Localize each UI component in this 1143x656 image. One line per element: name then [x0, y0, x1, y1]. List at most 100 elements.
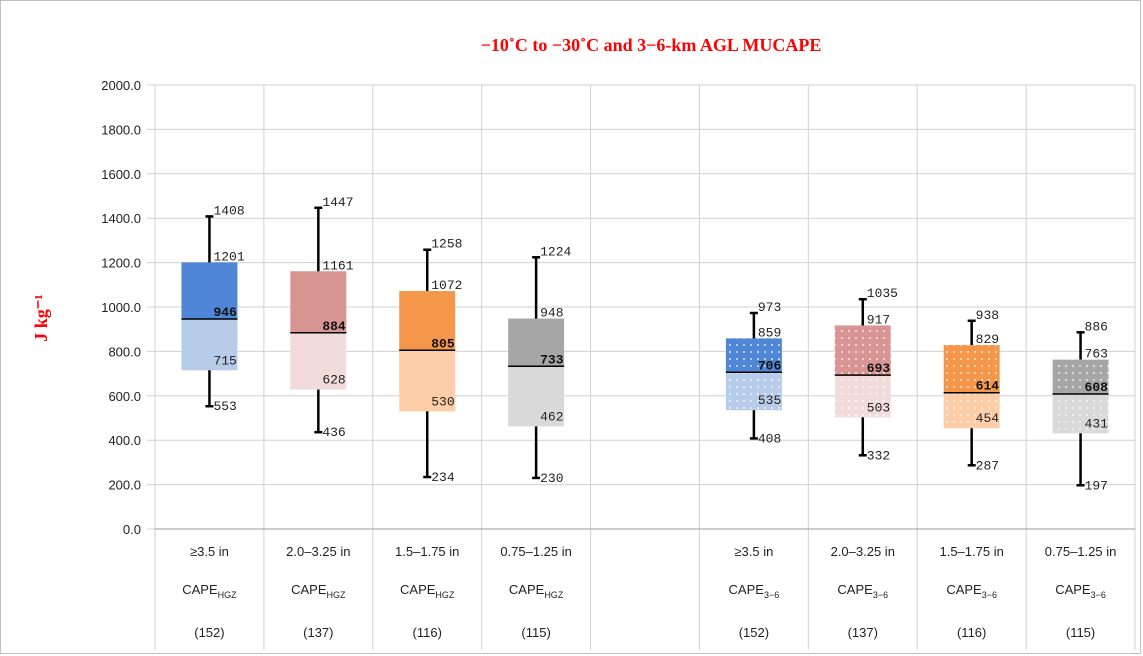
- category-0: ≥3.5 in CAPEHGZ (152): [182, 544, 237, 640]
- y-tick-label: 1600.0: [101, 167, 141, 182]
- max-label: 1035: [867, 286, 898, 301]
- q1-label: 535: [758, 393, 781, 408]
- q1-label: 431: [1085, 416, 1109, 431]
- variable-subscript: 3−6: [1091, 590, 1106, 600]
- category-size-label: ≥3.5 in: [734, 544, 773, 559]
- variable-name: CAPE: [182, 582, 218, 597]
- box-dot-pattern: [834, 325, 891, 418]
- median-label: 608: [1085, 380, 1109, 395]
- y-tick-label: 200.0: [108, 478, 141, 493]
- q1-label: 715: [213, 353, 236, 368]
- y-tick-label: 1200.0: [101, 256, 141, 271]
- q1-label: 454: [976, 411, 1000, 426]
- q3-label: 1072: [431, 278, 462, 293]
- max-label: 886: [1085, 319, 1108, 334]
- category-7: 1.5–1.75 in CAPE3−6 (116): [939, 544, 1003, 640]
- box-lower-quartile: [399, 350, 456, 412]
- y-tick-label: 0.0: [123, 522, 141, 537]
- variable-name: CAPE: [291, 582, 327, 597]
- q1-label: 628: [322, 373, 345, 388]
- y-tick-label: 2000.0: [101, 78, 141, 93]
- box-series: 1408 1201 946 715 553 1447 1161 884 628 436 1258 10…: [181, 195, 1109, 493]
- chart-title: −10˚C to −30˚C and 3−6-km AGL MUCAPE: [481, 35, 822, 55]
- category-size-label: 0.75–1.25 in: [1045, 544, 1117, 559]
- y-tick-label: 600.0: [108, 389, 141, 404]
- box-upper-quartile: [399, 291, 456, 351]
- box-1: 1447 1161 884 628 436: [290, 195, 354, 440]
- box-dot-pattern: [725, 338, 782, 411]
- category-count-label: (137): [303, 625, 333, 640]
- category-size-label: 0.75–1.25 in: [500, 544, 572, 559]
- category-count-label: (116): [413, 625, 442, 640]
- category-variable-label: CAPE3−6: [729, 582, 780, 600]
- category-variable-label: CAPE3−6: [837, 582, 888, 600]
- min-label: 436: [322, 425, 345, 440]
- category-variable-label: CAPEHGZ: [509, 582, 564, 600]
- category-variable-label: CAPEHGZ: [182, 582, 237, 600]
- max-label: 1408: [213, 203, 244, 218]
- median-label: 946: [213, 305, 237, 320]
- variable-name: CAPE: [400, 582, 436, 597]
- category-count-label: (115): [1066, 625, 1095, 640]
- category-size-label: 1.5–1.75 in: [395, 544, 459, 559]
- box-dot-pattern: [1052, 359, 1109, 434]
- max-label: 973: [758, 300, 781, 315]
- median-label: 706: [758, 358, 782, 373]
- box-lower-quartile: [290, 332, 347, 390]
- box-3: 1224 948 733 462 230: [508, 244, 572, 486]
- category-count-label: (137): [848, 625, 878, 640]
- category-count-label: (115): [521, 625, 550, 640]
- box-5: 973 859 706 535 408: [725, 300, 782, 446]
- category-2: 1.5–1.75 in CAPEHGZ (116): [395, 544, 459, 640]
- variable-name: CAPE: [946, 582, 982, 597]
- y-tick-label: 1400.0: [101, 211, 141, 226]
- category-count-label: (152): [194, 625, 224, 640]
- box-lower-quartile: [508, 366, 565, 427]
- median-label: 884: [322, 319, 346, 334]
- q1-label: 462: [540, 409, 563, 424]
- category-size-label: 2.0–3.25 in: [831, 544, 895, 559]
- median-label: 693: [867, 361, 891, 376]
- category-variable-label: CAPE3−6: [946, 582, 997, 600]
- q3-label: 859: [758, 325, 781, 340]
- y-tick-label: 800.0: [108, 344, 141, 359]
- q3-label: 763: [1085, 347, 1108, 362]
- box-dot-pattern: [943, 344, 1000, 429]
- q1-label: 530: [431, 394, 454, 409]
- y-tick-label: 400.0: [108, 433, 141, 448]
- min-label: 230: [540, 471, 563, 486]
- variable-name: CAPE: [1055, 582, 1091, 597]
- q3-label: 948: [540, 306, 563, 321]
- median-label: 614: [976, 379, 1000, 394]
- category-variable-label: CAPEHGZ: [400, 582, 455, 600]
- category-size-label: 1.5–1.75 in: [939, 544, 1003, 559]
- variable-subscript: HGZ: [218, 590, 238, 600]
- y-axis-label-text: J kg⁻¹: [31, 294, 51, 341]
- min-label: 408: [758, 431, 781, 446]
- q3-label: 917: [867, 312, 890, 327]
- median-label: 805: [431, 336, 455, 351]
- category-size-label: 2.0–3.25 in: [286, 544, 350, 559]
- category-count-label: (152): [739, 625, 769, 640]
- box-upper-quartile: [290, 271, 347, 333]
- y-tick-label: 1000.0: [101, 300, 141, 315]
- box-7: 938 829 614 454 287: [943, 308, 1000, 473]
- min-label: 332: [867, 448, 890, 463]
- box-6: 1035 917 693 503 332: [834, 286, 898, 463]
- max-label: 1258: [431, 237, 462, 252]
- box-upper-quartile: [508, 318, 565, 367]
- category-5: ≥3.5 in CAPE3−6 (152): [729, 544, 780, 640]
- min-label: 553: [213, 399, 236, 414]
- variable-subscript: HGZ: [435, 590, 455, 600]
- q3-label: 1161: [322, 258, 353, 273]
- variable-name: CAPE: [509, 582, 545, 597]
- median-label: 733: [540, 352, 564, 367]
- q3-label: 829: [976, 332, 999, 347]
- q1-label: 503: [867, 400, 890, 415]
- variable-name: CAPE: [837, 582, 873, 597]
- y-axis-label: J kg⁻¹: [31, 294, 51, 341]
- max-label: 1447: [322, 195, 353, 210]
- category-1: 2.0–3.25 in CAPEHGZ (137): [286, 544, 350, 640]
